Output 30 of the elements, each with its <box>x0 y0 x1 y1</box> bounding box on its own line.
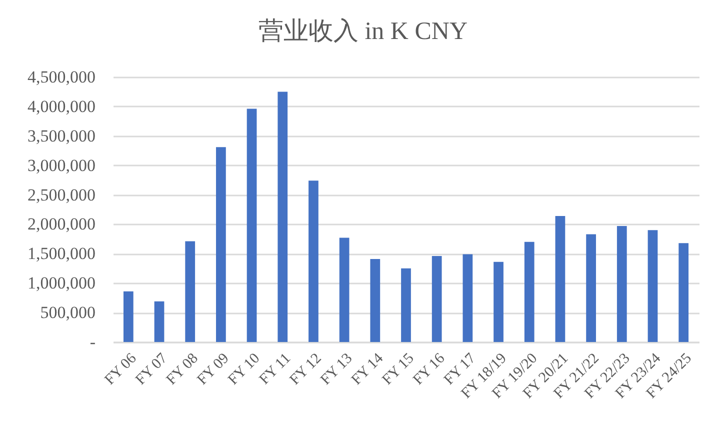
bar <box>555 216 566 342</box>
bar <box>185 241 196 342</box>
y-tick-label: 1,000,000 <box>28 274 96 293</box>
y-tick-label: 4,500,000 <box>28 68 96 86</box>
y-tick-label: 3,000,000 <box>28 156 96 175</box>
bar <box>154 301 164 342</box>
bar <box>432 256 442 342</box>
bar <box>586 234 596 342</box>
y-tick-label: 1,500,000 <box>28 244 96 264</box>
bar <box>278 92 288 342</box>
bar <box>494 262 504 342</box>
y-tick-label: 4,000,000 <box>28 96 96 116</box>
y-tick-label: 2,500,000 <box>28 185 96 204</box>
bar <box>339 238 350 342</box>
bar <box>616 226 627 342</box>
y-tick-label: - <box>90 332 96 352</box>
bar <box>678 243 689 342</box>
bar <box>308 180 318 342</box>
bar <box>648 230 658 342</box>
y-tick-label: 500,000 <box>40 303 96 322</box>
bar <box>524 242 534 342</box>
bar <box>401 268 411 342</box>
y-tick-label: 2,000,000 <box>28 214 96 234</box>
bar <box>462 254 473 342</box>
bar <box>370 258 380 342</box>
bar <box>216 147 226 342</box>
bar <box>246 108 257 342</box>
y-tick-label: 3,500,000 <box>28 126 96 146</box>
chart-title: 营业收入 in K CNY <box>258 18 468 45</box>
bar <box>123 291 134 342</box>
